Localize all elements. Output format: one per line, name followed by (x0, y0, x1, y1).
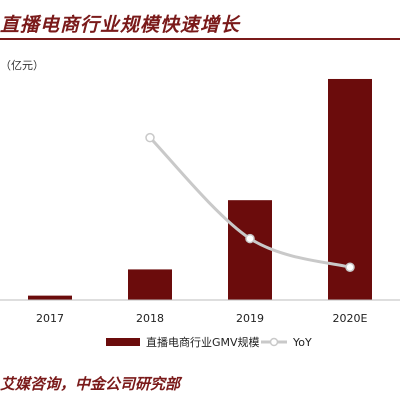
x-tick-label: 2018 (136, 312, 164, 325)
bar-2019 (228, 200, 272, 300)
unit-label: （亿元） (0, 59, 44, 72)
yoy-point (245, 233, 255, 244)
legend-bar-label: 直播电商行业GMV规模 (146, 335, 260, 349)
yoy-point (345, 262, 355, 273)
source-note: 艾媒咨询，中金公司研究部 (0, 375, 181, 393)
x-tick-label: 2019 (236, 312, 264, 325)
x-tick-label: 2017 (36, 312, 64, 325)
title-divider (0, 38, 400, 40)
legend-line-marker (269, 337, 279, 347)
legend-bar-swatch (106, 338, 140, 346)
bar-2017 (28, 295, 72, 300)
yoy-point (145, 132, 155, 143)
legend-line-label: YoY (292, 336, 312, 349)
bar-2018 (128, 269, 172, 300)
chart-title: 直播电商行业规模快速增长 (0, 14, 241, 36)
x-tick-label: 2020E (333, 312, 368, 325)
